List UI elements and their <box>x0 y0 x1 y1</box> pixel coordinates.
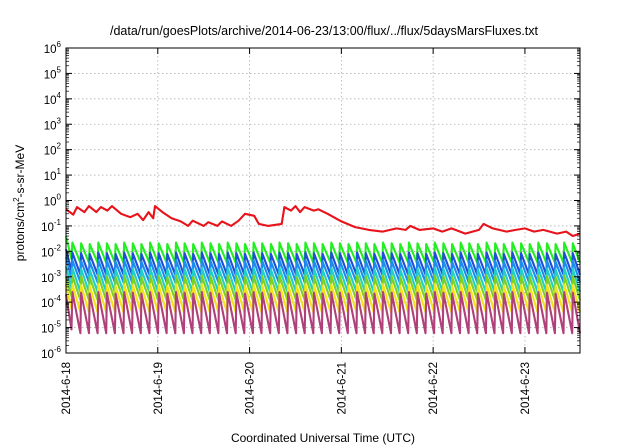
y-tick-base: 10 <box>44 95 57 107</box>
y-tick-label: 10-5 <box>41 320 61 336</box>
y-tick-exponent: -5 <box>54 320 62 329</box>
x-tick-label: 2014-6-21 <box>336 362 348 414</box>
x-tick-label: 2014-6-20 <box>245 362 257 414</box>
x-tick-label: 2014-6-23 <box>520 362 532 414</box>
y-tick-label: 106 <box>44 40 62 56</box>
y-axis-label-rest: -s-sr-MeV <box>13 145 27 198</box>
x-tick-label: 2014-6-19 <box>153 362 165 414</box>
y-tick-exponent: 5 <box>57 65 62 74</box>
series-line-7 <box>64 291 582 335</box>
y-tick-label: 104 <box>44 91 62 107</box>
y-tick-exponent: -2 <box>54 243 62 252</box>
x-tick-labels: 2014-6-18 2014-6-19 2014-6-20 2014-6-21 2014… <box>61 362 532 414</box>
y-tick-exponent: 4 <box>57 91 62 100</box>
y-tick-exponent: 3 <box>57 116 62 125</box>
x-tick-label: 2014-6-22 <box>428 362 440 414</box>
y-axis-label-superscript: 2 <box>12 197 21 202</box>
series-group <box>64 205 582 335</box>
y-tick-label: 101 <box>44 167 62 183</box>
y-tick-label: 100 <box>44 193 62 209</box>
y-tick-base: 10 <box>44 171 57 183</box>
y-tick-base: 10 <box>41 349 54 361</box>
y-tick-base: 10 <box>41 324 54 336</box>
x-tick-label: 2014-6-18 <box>61 362 73 414</box>
y-tick-exponent: 6 <box>57 40 62 49</box>
axis-ticks <box>65 47 580 354</box>
y-tick-label: 105 <box>44 65 62 81</box>
y-tick-exponent: 0 <box>57 193 62 202</box>
y-tick-base: 10 <box>41 222 54 234</box>
y-tick-exponent: -1 <box>54 218 62 227</box>
series-line-0 <box>65 205 581 238</box>
y-tick-base: 10 <box>44 146 57 158</box>
y-axis-label: protons/cm2-s-sr-MeV <box>12 145 27 261</box>
y-tick-label: 10-1 <box>41 218 61 234</box>
y-tick-label: 10-3 <box>41 269 61 285</box>
y-tick-base: 10 <box>44 44 57 56</box>
y-tick-exponent: -3 <box>54 269 62 278</box>
y-tick-label: 10-2 <box>41 243 61 259</box>
y-tick-exponent: -6 <box>54 345 62 354</box>
y-tick-base: 10 <box>44 69 57 81</box>
chart-title: /data/run/goesPlots/archive/2014-06-23/1… <box>110 24 539 38</box>
y-tick-base: 10 <box>41 273 54 285</box>
y-tick-labels: 10-610-510-410-310-210-11001011021031041… <box>41 40 61 361</box>
y-tick-label: 10-6 <box>41 345 61 361</box>
y-tick-base: 10 <box>41 247 54 259</box>
x-axis-label: Coordinated Universal Time (UTC) <box>231 431 415 445</box>
y-tick-label: 102 <box>44 142 62 158</box>
y-tick-exponent: -4 <box>54 294 62 303</box>
y-tick-base: 10 <box>44 120 57 132</box>
y-tick-label: 10-4 <box>41 294 61 310</box>
y-tick-base: 10 <box>44 197 57 209</box>
y-tick-exponent: 1 <box>57 167 62 176</box>
y-tick-exponent: 2 <box>57 142 62 151</box>
y-axis-label-unit: protons/cm <box>13 202 27 261</box>
y-tick-base: 10 <box>41 298 54 310</box>
y-tick-label: 103 <box>44 116 62 132</box>
